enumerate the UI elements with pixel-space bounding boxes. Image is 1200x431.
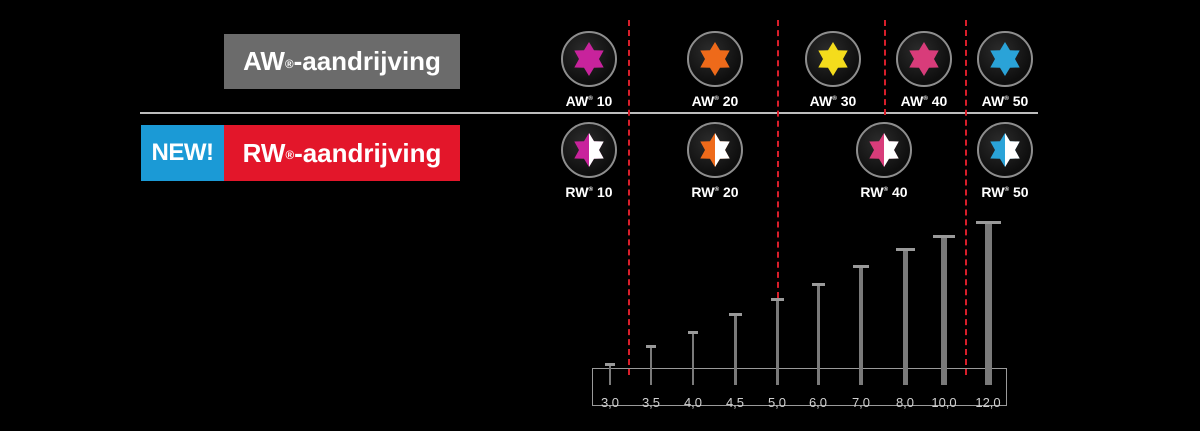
screw [692,333,694,385]
registered-mark: ® [714,94,719,102]
bit-size: 40 [888,184,908,200]
screw [816,285,820,385]
registered-mark: ® [923,94,928,102]
aw-bit-label: AW® 20 [670,93,760,109]
screw [609,365,611,385]
registered-mark: ® [588,185,594,193]
separator-line [628,20,630,375]
bit-size: 40 [927,93,948,109]
screw-head [688,331,698,334]
screw-head [728,313,742,316]
bit-name: AW [565,93,589,109]
separator-line [965,20,967,375]
rw-bit-label: RW® 10 [544,184,634,200]
rw-bit-icon [977,122,1033,178]
aw-bit-label: AW® 10 [544,93,634,109]
bit-size: 50 [1008,93,1029,109]
aw-drive-label: AW ® -aandrijving [224,34,460,89]
rw-prefix: RW [242,137,286,168]
screw [859,267,863,385]
screw [650,347,652,385]
rw-bit-label: RW® 20 [670,184,760,200]
rw-suffix: -aandrijving [294,137,442,168]
aw-bit-label: AW® 30 [788,93,878,109]
aw-bit-icon [896,31,952,87]
bit-name: RW [691,184,715,200]
registered-mark: ® [1004,94,1009,102]
bit-name: RW [981,184,1005,200]
diameter-label: 4,0 [683,395,703,410]
diameter-label: 10,0 [931,395,957,410]
diameter-label: 6,0 [808,395,828,410]
diameter-label: 3,0 [600,395,620,410]
bit-size: 10 [592,93,613,109]
separator-line [884,20,886,115]
registered-mark: ® [588,94,593,102]
bit-name: RW [860,184,884,200]
bit-name: RW [565,184,589,200]
screw-head [811,283,825,286]
screw-head [853,265,869,268]
aw-bit-icon [561,31,617,87]
screw-head [933,235,955,238]
bit-name: AW [691,93,715,109]
bit-name: AW [981,93,1005,109]
bit-size: 50 [1009,184,1029,200]
screw-head [895,248,915,251]
screw [941,237,947,385]
rw-bit-label: RW® 40 [839,184,929,200]
registered-mark: ® [714,185,720,193]
bit-name: AW [809,93,833,109]
aw-bit-icon [687,31,743,87]
screw [733,315,737,385]
registered-mark: ® [832,94,837,102]
rw-drive-label: RW ® -aandrijving [224,125,460,181]
bit-size: 20 [719,184,739,200]
diameter-label: 7,0 [851,395,871,410]
aw-bit-label: AW® 50 [960,93,1050,109]
aw-suffix: -aandrijving [293,46,441,76]
diameter-label: 3,5 [641,395,661,410]
screw-head [605,363,615,366]
size-scale-box [592,368,1007,406]
bit-size: 20 [718,93,739,109]
diameter-label: 8,0 [895,395,915,410]
bit-size: 10 [593,184,613,200]
bit-size: 30 [836,93,857,109]
registered-mark: ® [883,185,889,193]
registered-mark: ® [285,149,295,163]
screw-head [770,298,784,301]
screw [984,223,992,385]
diameter-label: 12,0 [975,395,1001,410]
screw [775,300,779,385]
diameter-label: 4,5 [725,395,745,410]
diameter-label: 5,0 [767,395,787,410]
rw-bit-icon [687,122,743,178]
aw-bit-icon [977,31,1033,87]
screw-head [975,221,1001,224]
rw-bit-icon [561,122,617,178]
aw-bit-label: AW® 40 [879,93,969,109]
registered-mark: ® [284,57,294,71]
new-badge: NEW! [141,125,224,181]
bit-name: AW [900,93,924,109]
aw-bit-icon [805,31,861,87]
separator-line [777,20,779,298]
screw [902,250,908,385]
screw-head [646,345,656,348]
aw-prefix: AW [243,46,285,76]
section-divider [140,112,1038,114]
registered-mark: ® [1004,185,1010,193]
rw-bit-label: RW® 50 [960,184,1050,200]
rw-bit-icon [856,122,912,178]
